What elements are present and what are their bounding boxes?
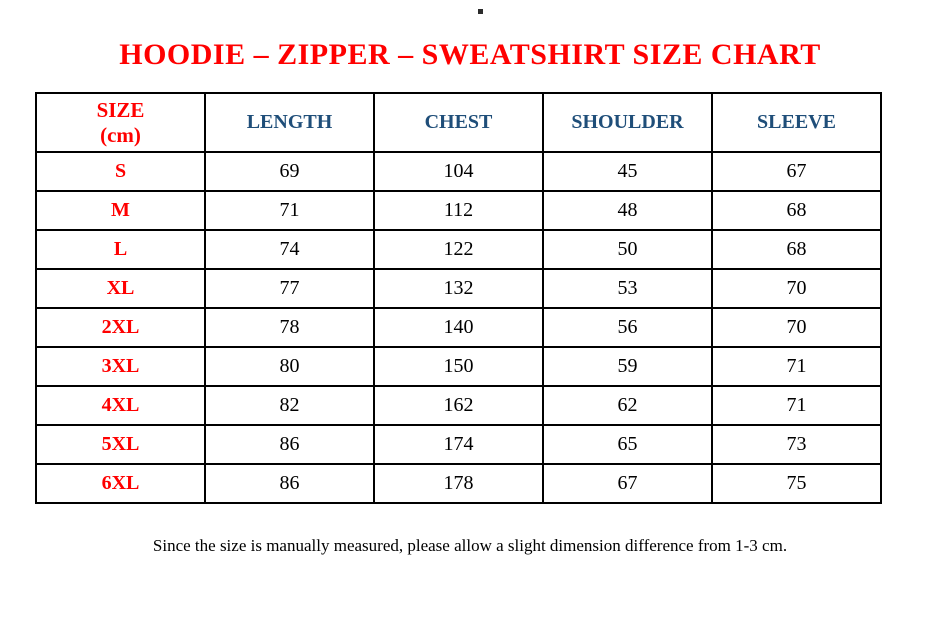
shoulder-cell: 50 [542,229,713,270]
table-row: 2XL 78 140 56 70 [35,307,882,348]
col-header-shoulder: SHOULDER [542,92,713,153]
shoulder-cell: 53 [542,268,713,309]
length-cell: 82 [204,385,375,426]
col-header-size: SIZE (cm) [35,92,206,153]
shoulder-cell: 48 [542,190,713,231]
chest-cell: 178 [373,463,544,504]
table-row: M 71 112 48 68 [35,190,882,231]
chest-cell: 104 [373,151,544,192]
size-chart-table: SIZE (cm) LENGTH CHEST SHOULDER SLEEVE S… [35,92,882,504]
length-cell: 78 [204,307,375,348]
sleeve-cell: 71 [711,385,882,426]
size-header-line2: (cm) [100,122,141,147]
length-cell: 86 [204,463,375,504]
size-cell: 3XL [35,346,206,387]
shoulder-cell: 65 [542,424,713,465]
page-title: HOODIE – ZIPPER – SWEATSHIRT SIZE CHART [119,38,821,71]
table-row: L 74 122 50 68 [35,229,882,270]
size-cell: 2XL [35,307,206,348]
sleeve-cell: 67 [711,151,882,192]
size-cell: 4XL [35,385,206,426]
shoulder-cell: 56 [542,307,713,348]
shoulder-cell: 45 [542,151,713,192]
col-header-sleeve: SLEEVE [711,92,882,153]
sleeve-cell: 68 [711,229,882,270]
table-header-row: SIZE (cm) LENGTH CHEST SHOULDER SLEEVE [35,92,882,153]
size-cell: 5XL [35,424,206,465]
tiny-dot-artifact [478,9,483,14]
shoulder-cell: 62 [542,385,713,426]
size-cell: 6XL [35,463,206,504]
sleeve-cell: 70 [711,307,882,348]
size-cell: XL [35,268,206,309]
length-cell: 80 [204,346,375,387]
sleeve-cell: 73 [711,424,882,465]
length-cell: 77 [204,268,375,309]
shoulder-cell: 67 [542,463,713,504]
col-header-length: LENGTH [204,92,375,153]
length-cell: 69 [204,151,375,192]
col-header-chest: CHEST [373,92,544,153]
size-header-line1: SIZE [96,98,145,123]
size-cell: L [35,229,206,270]
length-cell: 86 [204,424,375,465]
length-cell: 71 [204,190,375,231]
table-row: 3XL 80 150 59 71 [35,346,882,387]
table-row: 6XL 86 178 67 75 [35,463,882,504]
size-cell: S [35,151,206,192]
chest-cell: 122 [373,229,544,270]
table-row: 4XL 82 162 62 71 [35,385,882,426]
chest-cell: 140 [373,307,544,348]
shoulder-cell: 59 [542,346,713,387]
sleeve-cell: 70 [711,268,882,309]
size-cell: M [35,190,206,231]
chest-cell: 150 [373,346,544,387]
table-row: 5XL 86 174 65 73 [35,424,882,465]
length-cell: 74 [204,229,375,270]
sleeve-cell: 68 [711,190,882,231]
footnote: Since the size is manually measured, ple… [152,536,788,555]
table-row: XL 77 132 53 70 [35,268,882,309]
sleeve-cell: 71 [711,346,882,387]
chest-cell: 132 [373,268,544,309]
table-row: S 69 104 45 67 [35,151,882,192]
chest-cell: 174 [373,424,544,465]
sleeve-cell: 75 [711,463,882,504]
chest-cell: 112 [373,190,544,231]
chest-cell: 162 [373,385,544,426]
